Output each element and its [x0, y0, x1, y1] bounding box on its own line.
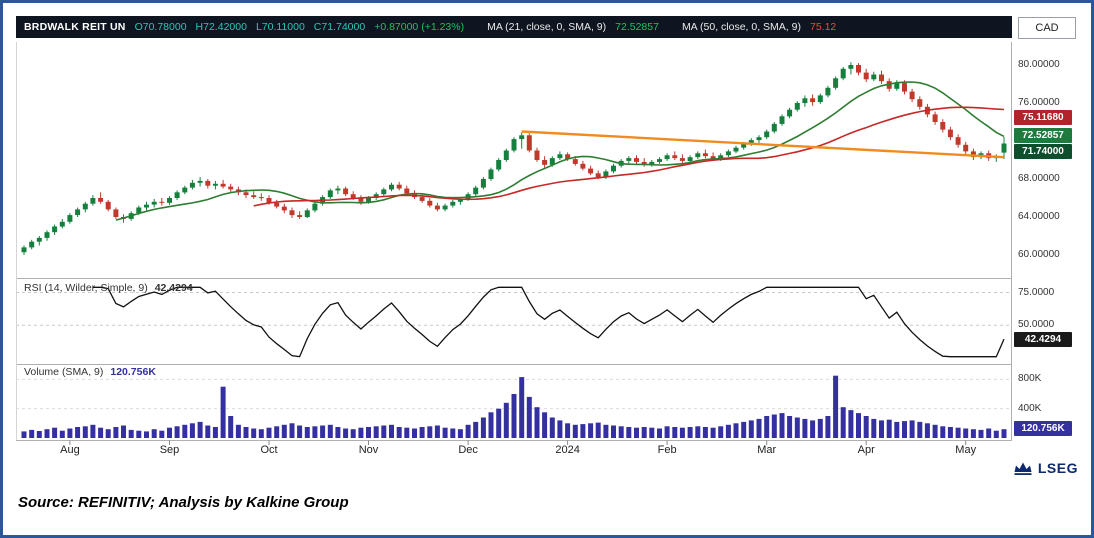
- open-value: O70.78000: [134, 21, 187, 33]
- trendline[interactable]: [521, 130, 1005, 159]
- low-value: L70.11000: [255, 21, 305, 33]
- axis-tick-label: 50.0000: [1018, 319, 1055, 330]
- currency-badge: CAD: [1018, 17, 1076, 39]
- axis-tick-label: 68.00000: [1018, 173, 1060, 184]
- axis-tick-label: 800K: [1018, 373, 1042, 384]
- lseg-logo-text: LSEG: [1037, 460, 1078, 476]
- ma-slow-label: MA (50, close, 0, SMA, 9): [681, 21, 801, 33]
- lseg-logo: LSEG: [1013, 460, 1078, 476]
- volume-bars: [21, 375, 1007, 438]
- ma_slow-line: [253, 106, 1005, 207]
- high-value: H72.42000: [195, 21, 247, 33]
- ma_fast-line: [115, 81, 1005, 221]
- volume-current-value: 120.756K: [110, 366, 156, 378]
- price-badge: 72.52857: [1014, 128, 1072, 143]
- x-axis-label: Apr: [858, 444, 875, 456]
- x-axis-label: Aug: [60, 444, 80, 456]
- change-value: +0.87000 (+1.23%): [374, 21, 465, 33]
- rsi-badge: 42.4294: [1014, 332, 1072, 347]
- volume-badge: 120.756K: [1014, 421, 1072, 436]
- x-axis-label: Oct: [260, 444, 277, 456]
- chart-root: BRDWALK REIT UN O70.78000 H72.42000 L70.…: [16, 16, 1078, 526]
- axis-tick-label: 76.00000: [1018, 97, 1060, 108]
- chart-header: BRDWALK REIT UN O70.78000 H72.42000 L70.…: [16, 16, 1012, 38]
- volume-label-text: Volume (SMA, 9): [24, 366, 104, 378]
- x-axis-label: 2024: [555, 444, 579, 456]
- x-axis-label: Feb: [658, 444, 677, 456]
- ma-fast-label: MA (21, close, 0, SMA, 9): [487, 21, 607, 33]
- axis-tick-label: 400K: [1018, 403, 1042, 414]
- x-axis-label: May: [955, 444, 976, 456]
- x-axis-label: Nov: [359, 444, 379, 456]
- ma-slow-value: 75.12: [809, 21, 837, 33]
- price-chart-canvas[interactable]: Aug Sep Oct Nov Dec 2024 Feb Mar Apr May: [16, 42, 1012, 456]
- rsi-label-text: RSI (14, Wilder, Simple, 9): [24, 282, 148, 294]
- axis-tick-label: 75.0000: [1018, 287, 1055, 298]
- rsi-line: [92, 286, 1005, 358]
- candlesticks: [21, 62, 1007, 255]
- ma-fast-value: 72.52857: [615, 21, 659, 33]
- rsi-panel-label: RSI (14, Wilder, Simple, 9) 42.4294: [24, 282, 193, 294]
- axis-tick-label: 60.00000: [1018, 249, 1060, 260]
- axis-tick-label: 80.00000: [1018, 59, 1060, 70]
- volume-panel-label: Volume (SMA, 9) 120.756K: [24, 366, 156, 378]
- right-axis[interactable]: 80.00000 76.00000 75.11680 72.52857 71.74000…: [1012, 42, 1078, 476]
- x-axis-label: Dec: [458, 444, 478, 456]
- x-axis-label: Sep: [160, 444, 180, 456]
- symbol-label: BRDWALK REIT UN: [24, 21, 126, 33]
- axis-tick-label: 64.00000: [1018, 211, 1060, 222]
- x-axis-label: Mar: [757, 444, 776, 456]
- lseg-crown-icon: [1013, 461, 1033, 476]
- price-badge: 75.11680: [1014, 110, 1072, 125]
- close-value: C71.74000: [313, 21, 366, 33]
- rsi-current-value: 42.4294: [154, 282, 193, 294]
- price-badge: 71.74000: [1014, 144, 1072, 159]
- source-attribution: Source: REFINITIV; Analysis by Kalkine G…: [18, 494, 349, 511]
